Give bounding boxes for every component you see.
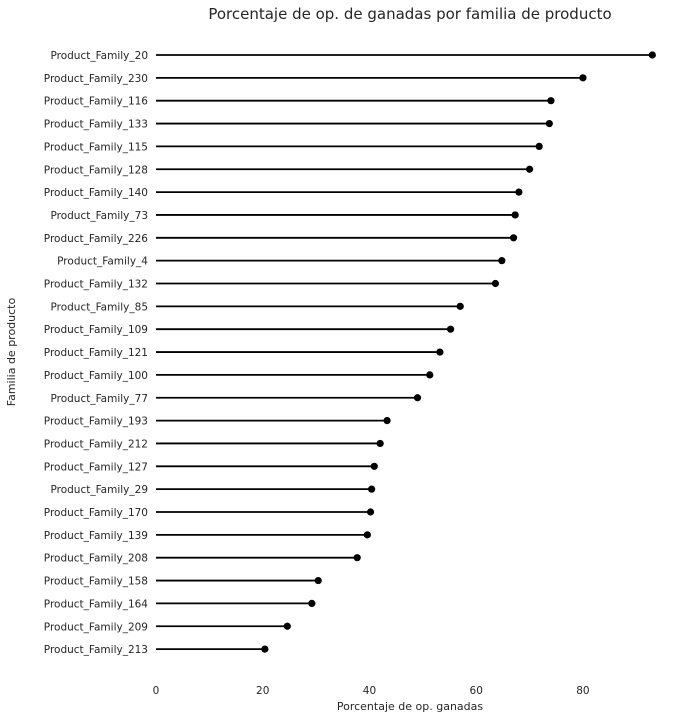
y-tick-label: Product_Family_73: [50, 210, 148, 222]
y-tick-label: Product_Family_77: [50, 393, 148, 405]
y-tick-label: Product_Family_132: [44, 279, 148, 291]
lollipop-stems: [156, 54, 653, 650]
y-tick-label: Product_Family_20: [50, 50, 148, 62]
y-tick-label: Product_Family_127: [44, 461, 148, 473]
y-tick-label: Product_Family_209: [44, 621, 148, 633]
y-tick-label: Product_Family_100: [44, 370, 148, 382]
lollipop-marker: [366, 508, 375, 516]
lollipop-marker: [648, 51, 656, 59]
lollipop-marker: [515, 188, 523, 196]
lollipop-marker: [579, 74, 587, 82]
x-tick-label: 20: [256, 685, 269, 697]
y-tick-label: Product_Family_116: [44, 96, 149, 108]
lollipop-marker: [509, 234, 518, 242]
x-tick-labels: 0 20 40 60 80: [153, 685, 590, 697]
y-tick-label: Product_Family_158: [44, 576, 148, 588]
lollipop-marker: [261, 645, 269, 653]
lollipop-marker: [283, 622, 291, 630]
y-tick-label: Product_Family_213: [44, 644, 148, 656]
x-axis-label: Porcentaje de op. ganadas: [337, 700, 484, 713]
lollipop-marker: [545, 119, 553, 128]
y-tick-label: Product_Family_115: [44, 141, 148, 153]
lollipop-marker: [535, 142, 543, 150]
y-tick-label: Product_Family_170: [44, 507, 148, 519]
lollipop-marker: [413, 394, 422, 402]
lollipop-marker: [498, 257, 506, 265]
y-tick-label: Product_Family_208: [44, 553, 148, 565]
y-tick-label: Product_Family_128: [44, 164, 148, 176]
x-tick-label: 40: [363, 685, 376, 697]
y-tick-label: Product_Family_230: [44, 73, 148, 85]
lollipop-marker: [511, 211, 519, 219]
x-tick-label: 0: [153, 685, 160, 697]
y-tick-label: Product_Family_164: [44, 598, 149, 610]
y-tick-label: Product_Family_140: [44, 187, 148, 199]
y-tick-label: Product_Family_212: [44, 438, 148, 450]
lollipop-marker: [446, 325, 455, 333]
lollipop-marker: [525, 165, 534, 173]
y-tick-label: Product_Family_226: [44, 233, 149, 245]
lollipop-marker: [370, 462, 378, 470]
y-tick-label: Product_Family_133: [44, 119, 148, 131]
lollipop-marker: [308, 599, 316, 608]
x-tick-label: 60: [470, 685, 483, 697]
lollipop-marker: [314, 576, 322, 585]
chart-title: Porcentaje de op. de ganadas por familia…: [208, 5, 611, 23]
lollipop-marker: [363, 531, 371, 539]
lollipop-marker: [547, 97, 555, 105]
y-tick-label: Product_Family_109: [44, 324, 148, 336]
y-tick-label: Product_Family_193: [44, 416, 148, 428]
lollipop-marker: [491, 279, 500, 288]
y-tick-label: Product_Family_85: [50, 301, 148, 313]
y-tick-labels: Product_Family_20 Product_Family_230 Produ…: [44, 50, 149, 656]
y-tick-label: Product_Family_29: [50, 484, 148, 496]
lollipop-marker: [436, 348, 444, 356]
lollipop-marker: [376, 439, 384, 448]
lollipop-marker: [383, 417, 391, 425]
lollipop-marker: [368, 485, 376, 493]
y-axis-label: Familia de producto: [5, 298, 18, 407]
y-tick-label: Product_Family_121: [44, 347, 148, 359]
lollipop-marker: [456, 302, 464, 310]
lollipop-marker: [426, 371, 434, 379]
y-tick-label: Product_Family_139: [44, 530, 148, 542]
y-tick-label: Product_Family_4: [57, 256, 148, 268]
lollipop-markers: [261, 51, 656, 653]
lollipop-marker: [353, 554, 361, 562]
x-tick-label: 80: [576, 685, 589, 697]
